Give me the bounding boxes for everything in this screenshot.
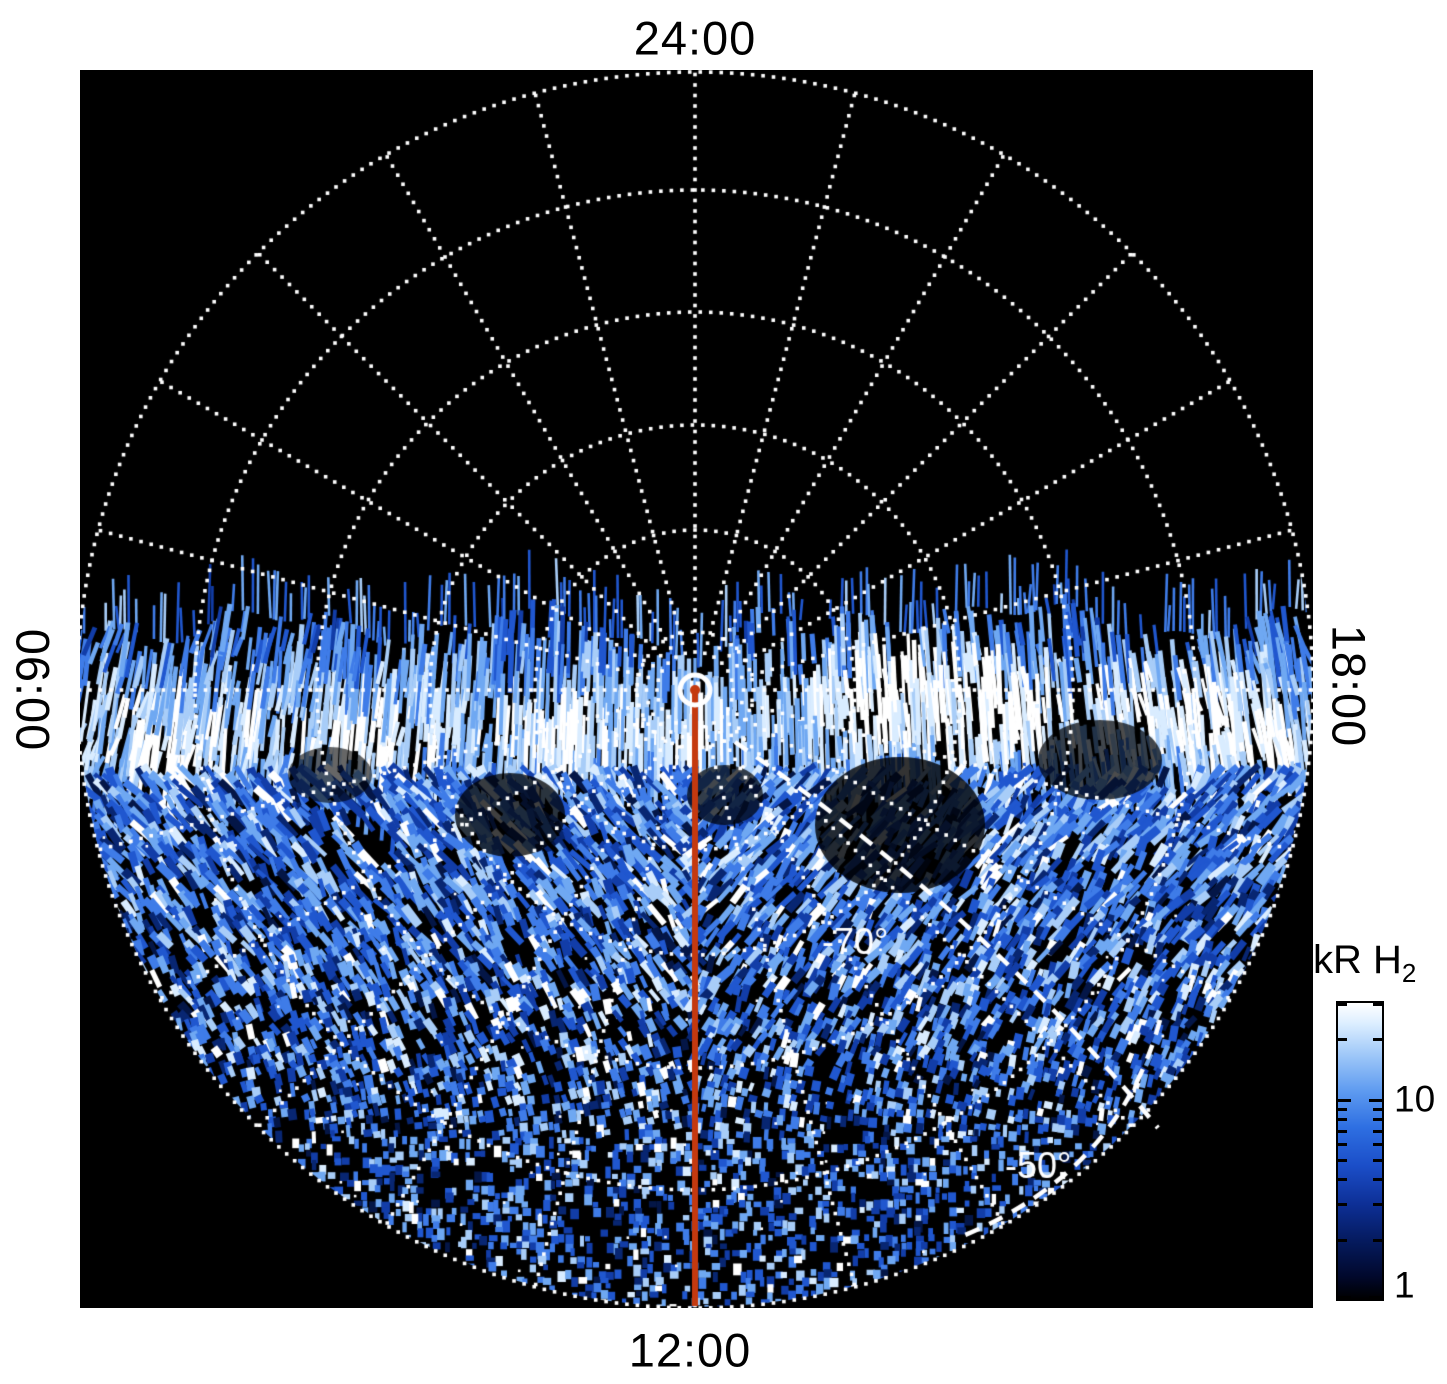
colorbar-minor-tick — [1338, 1238, 1347, 1242]
colorbar-major-tick — [1338, 1296, 1351, 1299]
colorbar-minor-tick — [1373, 1158, 1382, 1162]
hour-label-2400: 24:00 — [633, 11, 757, 65]
colorbar-minor-tick — [1373, 1203, 1382, 1207]
colorbar-minor-tick — [1338, 1158, 1347, 1162]
colorbar-minor-tick — [1338, 1003, 1347, 1006]
polar-plot-area — [80, 70, 1313, 1308]
colorbar-minor-tick — [1338, 1118, 1347, 1122]
colorbar-minor-tick — [1338, 1178, 1347, 1182]
colorbar: 10 1 — [1336, 1001, 1435, 1304]
colorbar-minor-tick — [1373, 1129, 1382, 1133]
polar-map-canvas — [80, 70, 1313, 1308]
colorbar-title-sub: 2 — [1401, 958, 1417, 988]
colorbar-minor-tick — [1373, 1107, 1382, 1111]
colorbar-minor-tick — [1373, 1178, 1382, 1182]
hour-label-1800: 18:00 — [1322, 624, 1376, 748]
colorbar-tick-label: 10 — [1394, 1078, 1436, 1120]
colorbar-tick-label: 1 — [1394, 1264, 1415, 1306]
colorbar-minor-tick — [1373, 1143, 1382, 1147]
colorbar-minor-tick — [1373, 1038, 1382, 1042]
colorbar-gradient — [1338, 1003, 1382, 1299]
hour-label-1200: 12:00 — [628, 1323, 752, 1377]
colorbar-title: kR H2 — [1313, 940, 1416, 986]
colorbar-minor-tick — [1373, 1118, 1382, 1122]
colorbar-title-main: kR H — [1313, 938, 1402, 982]
colorbar-major-tick — [1369, 1098, 1382, 1102]
colorbar-minor-tick — [1373, 1238, 1382, 1242]
colorbar-major-tick — [1338, 1098, 1351, 1102]
colorbar-minor-tick — [1338, 1038, 1347, 1042]
colorbar-major-tick — [1369, 1296, 1382, 1299]
colorbar-minor-tick — [1338, 1129, 1347, 1133]
colorbar-minor-tick — [1338, 1143, 1347, 1147]
colorbar-minor-tick — [1338, 1203, 1347, 1207]
colorbar-minor-tick — [1373, 1003, 1382, 1006]
colorbar-minor-tick — [1338, 1107, 1347, 1111]
hour-label-0600: 06:00 — [6, 628, 60, 752]
